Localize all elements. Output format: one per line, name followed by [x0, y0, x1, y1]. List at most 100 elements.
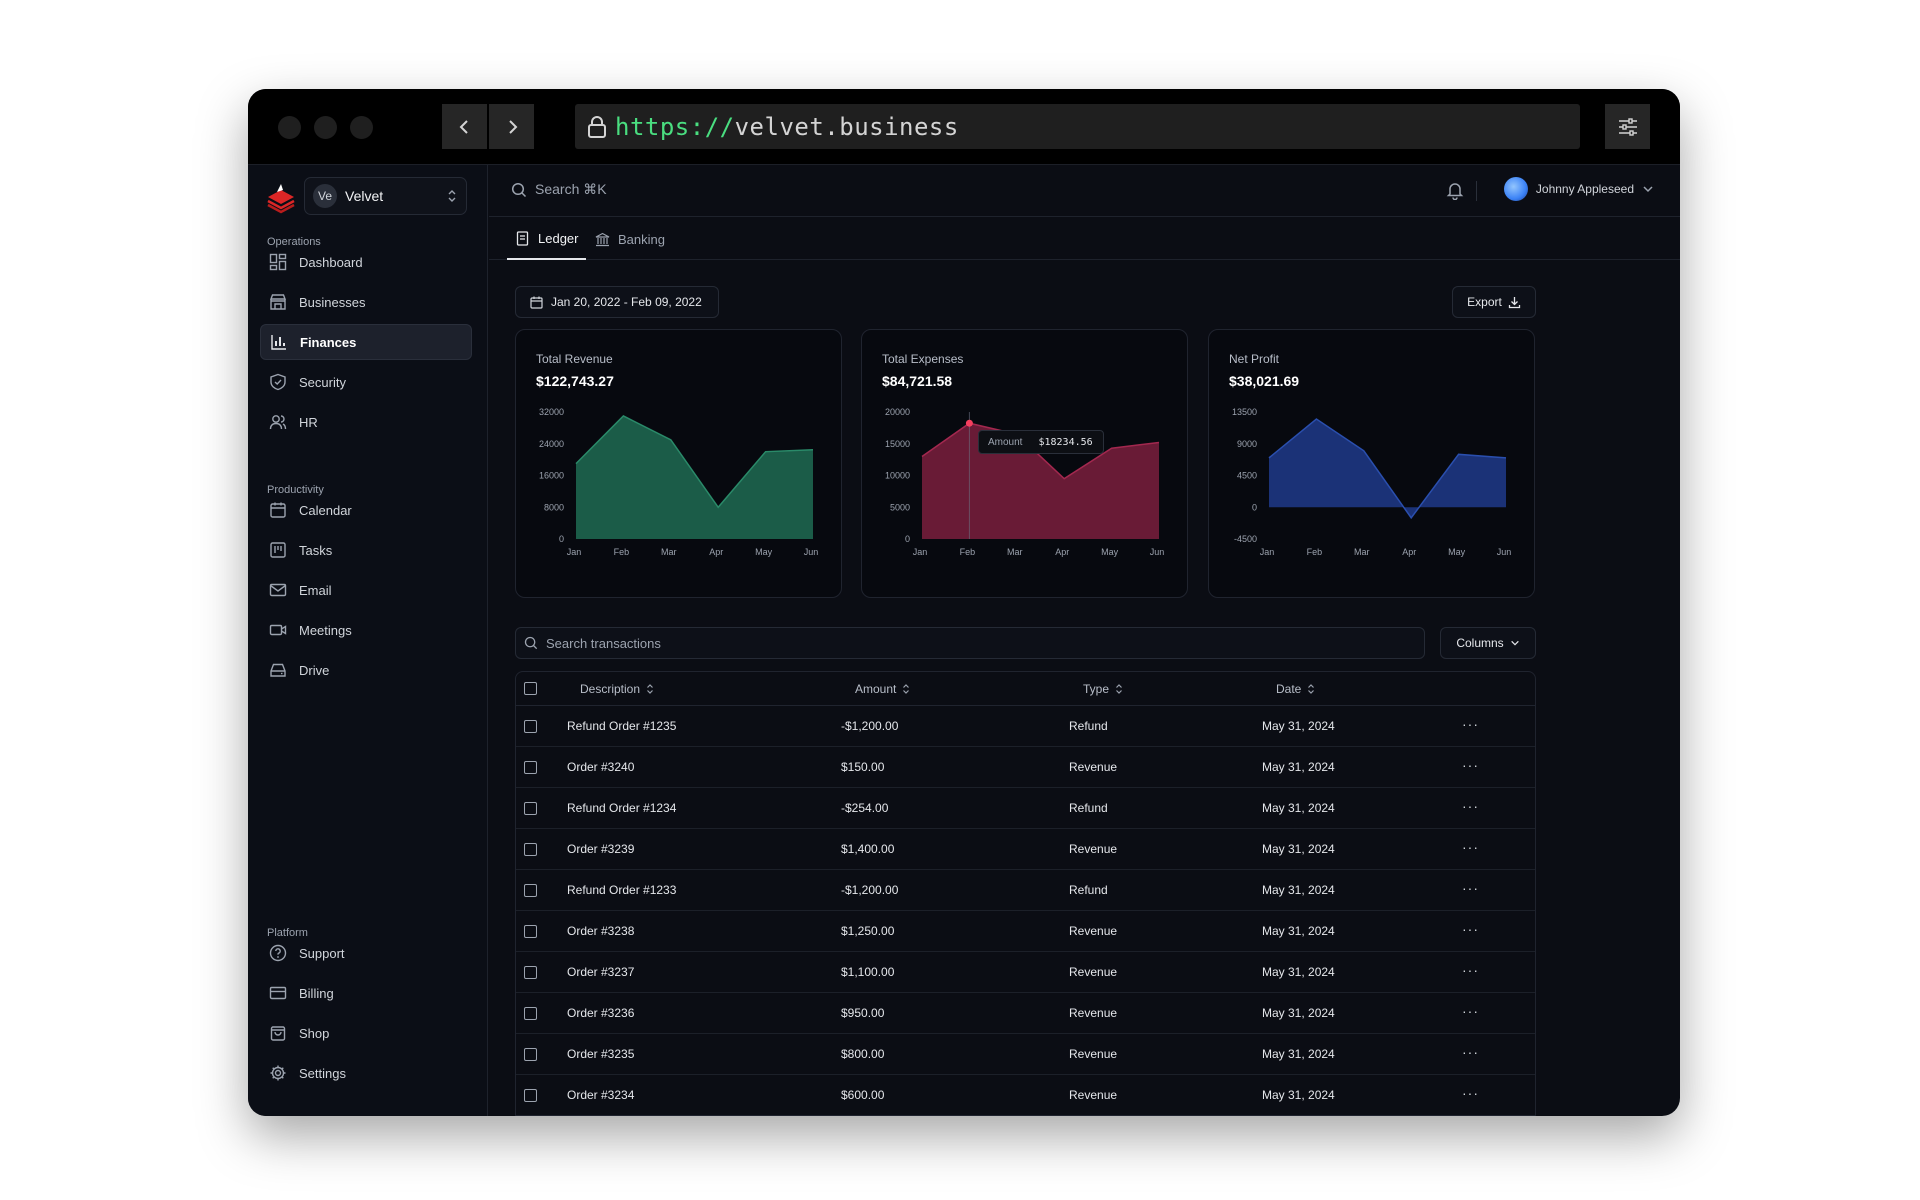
sidebar-item-meetings[interactable]: Meetings	[260, 612, 472, 648]
tab-ledger[interactable]: Ledger	[507, 218, 587, 260]
card-value: $38,021.69	[1229, 373, 1300, 389]
cell-amount: -$254.00	[841, 801, 889, 815]
y-tick-label: 9000	[1237, 439, 1257, 449]
y-tick-label: 5000	[890, 502, 910, 512]
sidebar-item-support[interactable]: Support	[260, 935, 472, 971]
sidebar-item-hr[interactable]: HR	[260, 404, 472, 440]
y-tick-label: 0	[559, 534, 564, 544]
column-header-amount[interactable]: Amount	[855, 682, 910, 696]
row-actions-button[interactable]: ···	[1462, 880, 1479, 896]
row-actions-button[interactable]: ···	[1462, 1044, 1479, 1060]
x-tick-label: Jan	[1260, 547, 1275, 557]
y-tick-label: 0	[905, 534, 910, 544]
minimize-window-button[interactable]	[314, 116, 337, 139]
row-actions-button[interactable]: ···	[1462, 1085, 1479, 1101]
table-row[interactable]: Order #3234 $600.00 Revenue May 31, 2024 ···	[516, 1075, 1535, 1115]
select-all-checkbox[interactable]	[524, 682, 537, 695]
table-row[interactable]: Order #3239 $1,400.00 Revenue May 31, 2024 ·…	[516, 829, 1535, 870]
row-checkbox[interactable]	[524, 1089, 537, 1102]
cell-date: May 31, 2024	[1262, 719, 1335, 733]
sidebar-item-finances[interactable]: Finances	[260, 324, 472, 360]
calendar-icon	[530, 296, 543, 309]
cell-amount: $800.00	[841, 1047, 885, 1061]
table-row[interactable]: Order #3235 $800.00 Revenue May 31, 2024 ···	[516, 1034, 1535, 1075]
table-row[interactable]: Refund Order #1234 -$254.00 Refund May 31, …	[516, 788, 1535, 829]
table-row[interactable]: Order #3236 $950.00 Revenue May 31, 2024 ···	[516, 993, 1535, 1034]
date-range-label: Jan 20, 2022 - Feb 09, 2022	[551, 295, 702, 309]
row-checkbox[interactable]	[524, 1048, 537, 1061]
row-checkbox[interactable]	[524, 761, 537, 774]
table-row[interactable]: Refund Order #1233 -$1,200.00 Refund May 31…	[516, 870, 1535, 911]
table-row[interactable]: Order #3238 $1,250.00 Revenue May 31, 2024 ·…	[516, 911, 1535, 952]
gear-icon	[270, 1065, 286, 1081]
workspace-name: Velvet	[345, 188, 384, 204]
sidebar-item-security[interactable]: Security	[260, 364, 472, 400]
x-tick-label: Apr	[709, 547, 723, 557]
y-tick-label: 13500	[1232, 407, 1257, 417]
columns-label: Columns	[1456, 636, 1504, 650]
row-actions-button[interactable]: ···	[1462, 798, 1479, 814]
sidebar-item-billing[interactable]: Billing	[260, 975, 472, 1011]
cell-type: Revenue	[1069, 1047, 1118, 1061]
workspace-switcher[interactable]: Ve Velvet	[304, 177, 467, 215]
cell-type: Refund	[1069, 801, 1108, 815]
row-checkbox[interactable]	[524, 884, 537, 897]
sidebar-item-email[interactable]: Email	[260, 572, 472, 608]
browser-settings-button[interactable]	[1605, 104, 1650, 149]
card-title: Net Profit	[1229, 352, 1280, 366]
column-header-label: Date	[1276, 682, 1302, 696]
row-checkbox[interactable]	[524, 1007, 537, 1020]
row-actions-button[interactable]: ···	[1462, 962, 1479, 978]
row-checkbox[interactable]	[524, 802, 537, 815]
table-row[interactable]: Order #3240 $150.00 Revenue May 31, 2024 ···	[516, 747, 1535, 788]
tab-banking[interactable]: Banking	[587, 218, 673, 260]
transactions-search-input[interactable]: Search transactions	[515, 627, 1425, 659]
table-row[interactable]: Refund Order #1235 -$1,200.00 Refund May 31…	[516, 706, 1535, 747]
row-actions-button[interactable]: ···	[1462, 921, 1479, 937]
columns-button[interactable]: Columns	[1440, 627, 1536, 659]
row-actions-button[interactable]: ···	[1462, 716, 1479, 732]
row-checkbox[interactable]	[524, 925, 537, 938]
column-header-label: Description	[580, 682, 641, 696]
export-button[interactable]: Export	[1452, 286, 1536, 318]
cell-date: May 31, 2024	[1262, 1047, 1335, 1061]
bell-icon[interactable]	[1445, 180, 1465, 200]
sidebar-item-calendar[interactable]: Calendar	[260, 492, 472, 528]
close-window-button[interactable]	[278, 116, 301, 139]
row-checkbox[interactable]	[524, 966, 537, 979]
row-actions-button[interactable]: ···	[1462, 757, 1479, 773]
bar-chart-icon	[271, 335, 286, 350]
x-tick-label: May	[755, 547, 773, 557]
cell-description: Order #3239	[567, 842, 635, 856]
sidebar-item-drive[interactable]: Drive	[260, 652, 472, 688]
column-header-date[interactable]: Date	[1276, 682, 1315, 696]
sidebar-item-tasks[interactable]: Tasks	[260, 532, 472, 568]
search-icon	[511, 182, 527, 197]
row-actions-button[interactable]: ···	[1462, 1003, 1479, 1019]
cell-date: May 31, 2024	[1262, 965, 1335, 979]
sidebar-item-label: Settings	[299, 1065, 346, 1081]
maximize-window-button[interactable]	[350, 116, 373, 139]
forward-button[interactable]	[489, 104, 534, 149]
row-actions-button[interactable]: ···	[1462, 839, 1479, 855]
row-checkbox[interactable]	[524, 843, 537, 856]
sidebar-item-dashboard[interactable]: Dashboard	[260, 244, 472, 280]
column-header-description[interactable]: Description	[580, 682, 654, 696]
date-range-picker[interactable]: Jan 20, 2022 - Feb 09, 2022	[515, 286, 719, 318]
address-bar[interactable]: https://velvet.business	[575, 104, 1580, 149]
table-row[interactable]: Order #3237 $1,100.00 Revenue May 31, 2024 ·…	[516, 952, 1535, 993]
global-search[interactable]: Search ⌘K	[511, 181, 607, 198]
cell-description: Order #3238	[567, 924, 635, 938]
back-button[interactable]	[442, 104, 487, 149]
sort-icon	[1308, 684, 1315, 694]
sidebar-item-businesses[interactable]: Businesses	[260, 284, 472, 320]
velvet-logo	[267, 184, 295, 214]
row-checkbox[interactable]	[524, 720, 537, 733]
column-header-type[interactable]: Type	[1083, 682, 1123, 696]
sidebar-item-shop[interactable]: Shop	[260, 1015, 472, 1051]
cell-date: May 31, 2024	[1262, 883, 1335, 897]
cell-type: Refund	[1069, 719, 1108, 733]
user-menu[interactable]: Johnny Appleseed	[1503, 177, 1654, 201]
sidebar-item-settings[interactable]: Settings	[260, 1055, 472, 1091]
column-header-label: Type	[1083, 682, 1110, 696]
